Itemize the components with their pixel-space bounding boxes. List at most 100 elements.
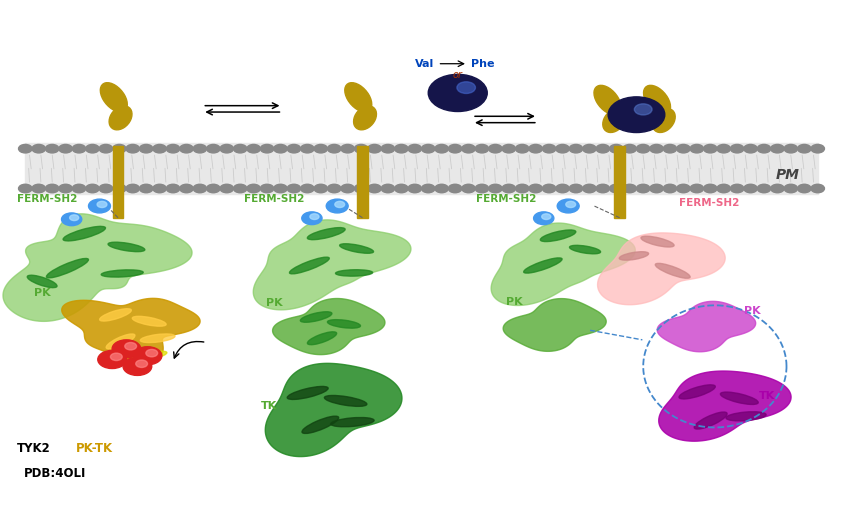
Text: TK: TK — [261, 401, 277, 411]
Circle shape — [422, 184, 435, 193]
Circle shape — [650, 144, 663, 153]
Ellipse shape — [132, 316, 166, 326]
Circle shape — [327, 144, 341, 153]
Polygon shape — [658, 371, 791, 441]
Circle shape — [771, 144, 784, 153]
Circle shape — [784, 144, 797, 153]
Text: PK-TK: PK-TK — [76, 442, 113, 455]
Circle shape — [166, 144, 180, 153]
Circle shape — [596, 184, 609, 193]
Text: Val: Val — [415, 59, 434, 68]
Ellipse shape — [121, 348, 153, 356]
Ellipse shape — [655, 263, 690, 278]
Ellipse shape — [101, 270, 143, 277]
Circle shape — [569, 144, 583, 153]
Circle shape — [234, 144, 247, 153]
Text: TYK2: TYK2 — [17, 442, 51, 455]
Ellipse shape — [302, 416, 339, 433]
Ellipse shape — [108, 242, 145, 252]
Polygon shape — [491, 223, 636, 305]
Circle shape — [408, 184, 422, 193]
Circle shape — [448, 144, 462, 153]
Text: Phe: Phe — [471, 59, 495, 68]
Circle shape — [381, 144, 395, 153]
Circle shape — [126, 144, 139, 153]
Ellipse shape — [327, 320, 361, 328]
Circle shape — [247, 144, 260, 153]
Circle shape — [677, 144, 690, 153]
Circle shape — [395, 184, 408, 193]
Circle shape — [730, 184, 744, 193]
Circle shape — [220, 144, 234, 153]
Circle shape — [502, 144, 516, 153]
Circle shape — [314, 184, 328, 193]
Circle shape — [811, 184, 824, 193]
Circle shape — [542, 144, 556, 153]
Polygon shape — [503, 298, 606, 352]
Circle shape — [566, 201, 576, 208]
Circle shape — [341, 144, 354, 153]
Ellipse shape — [308, 332, 336, 345]
Circle shape — [302, 212, 322, 225]
Circle shape — [327, 184, 341, 193]
Circle shape — [408, 144, 422, 153]
Ellipse shape — [102, 355, 134, 362]
Circle shape — [542, 184, 556, 193]
Circle shape — [260, 144, 274, 153]
Circle shape — [542, 214, 550, 219]
Circle shape — [89, 199, 110, 213]
Circle shape — [72, 184, 86, 193]
Circle shape — [99, 144, 113, 153]
Bar — [357, 146, 368, 191]
Circle shape — [136, 360, 148, 367]
Circle shape — [556, 144, 569, 153]
Polygon shape — [62, 298, 200, 364]
Circle shape — [623, 184, 636, 193]
Circle shape — [515, 144, 529, 153]
Circle shape — [354, 144, 368, 153]
Circle shape — [462, 184, 475, 193]
Ellipse shape — [694, 412, 728, 429]
Circle shape — [113, 184, 126, 193]
Circle shape — [274, 184, 287, 193]
Bar — [25, 143, 818, 194]
Circle shape — [72, 144, 86, 153]
Ellipse shape — [524, 258, 562, 273]
Circle shape — [126, 184, 139, 193]
Circle shape — [59, 144, 72, 153]
Circle shape — [422, 144, 435, 153]
Circle shape — [489, 184, 502, 193]
Circle shape — [635, 104, 652, 115]
Circle shape — [608, 97, 665, 133]
Text: TK: TK — [759, 391, 775, 400]
Circle shape — [489, 144, 502, 153]
Text: FERM-SH2: FERM-SH2 — [244, 194, 305, 204]
Circle shape — [310, 214, 319, 219]
Circle shape — [207, 184, 220, 193]
Circle shape — [287, 184, 301, 193]
Ellipse shape — [63, 226, 105, 241]
Circle shape — [341, 184, 354, 193]
Ellipse shape — [721, 392, 758, 405]
Circle shape — [475, 144, 489, 153]
Polygon shape — [266, 363, 402, 457]
Circle shape — [797, 184, 811, 193]
Circle shape — [86, 144, 99, 153]
Circle shape — [730, 144, 744, 153]
Circle shape — [428, 74, 487, 112]
Circle shape — [99, 184, 113, 193]
Circle shape — [704, 144, 717, 153]
Text: PK: PK — [34, 288, 51, 298]
Ellipse shape — [140, 334, 175, 342]
Circle shape — [139, 184, 153, 193]
Circle shape — [314, 144, 328, 153]
Circle shape — [125, 342, 137, 350]
Circle shape — [381, 184, 395, 193]
Bar — [357, 191, 368, 218]
Circle shape — [609, 184, 623, 193]
Circle shape — [133, 347, 162, 365]
Ellipse shape — [643, 85, 670, 115]
Circle shape — [529, 144, 542, 153]
Ellipse shape — [330, 417, 374, 427]
Circle shape — [502, 184, 516, 193]
